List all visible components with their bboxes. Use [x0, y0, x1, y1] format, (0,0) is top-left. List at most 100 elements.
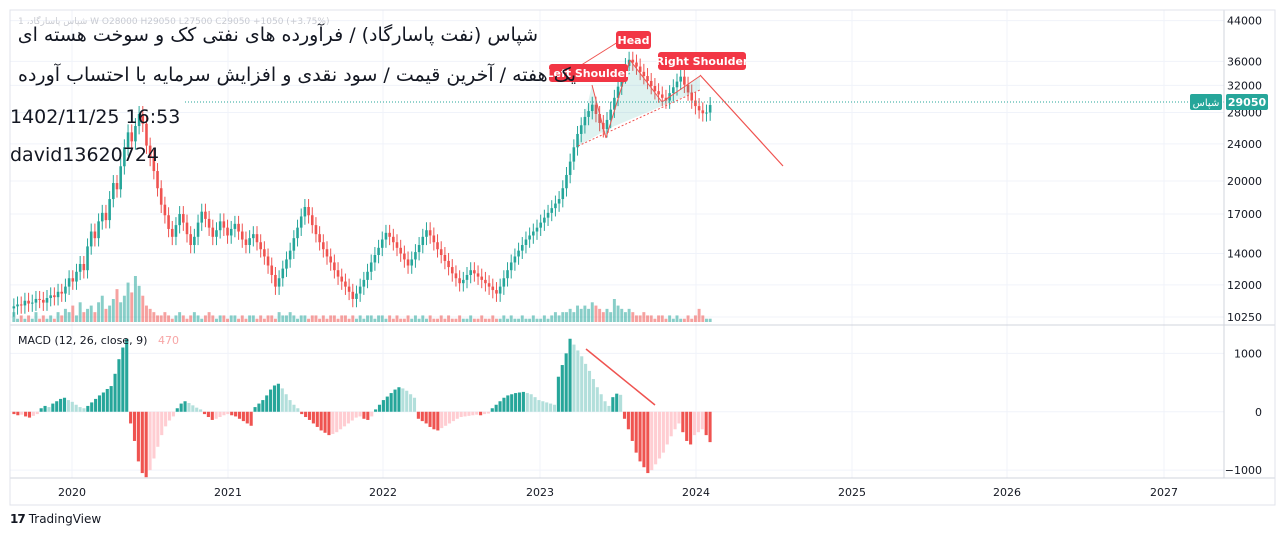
candle-body	[222, 221, 226, 228]
volume-bar	[557, 315, 561, 322]
tradingview-brand[interactable]: 17 TradingView	[10, 512, 101, 526]
candle-body	[34, 298, 38, 303]
price-tick-label: 44000	[1227, 15, 1262, 28]
macd-histogram-bar	[696, 411, 700, 433]
candle-body	[653, 85, 657, 92]
macd-histogram-bar	[132, 411, 137, 441]
volume-bar	[601, 312, 605, 322]
volume-bar	[635, 315, 638, 322]
macd-histogram-bar	[657, 411, 662, 459]
candle-body	[233, 223, 237, 229]
head-label-box	[616, 31, 651, 49]
macd-histogram-bar	[265, 395, 269, 412]
volume-bar	[708, 318, 712, 322]
pattern-overlay: Head Left Shoulder Right Shoulder	[185, 31, 1224, 406]
time-tick-label: 2024	[682, 486, 710, 499]
macd-histogram-bar	[661, 411, 665, 453]
candle-body	[204, 211, 207, 219]
volume-bar	[701, 315, 705, 322]
macd-histogram-bar	[595, 387, 599, 412]
volume-bar	[281, 315, 285, 322]
macd-histogram-bar	[560, 365, 564, 412]
volume-bar	[192, 312, 196, 322]
volume-bar	[255, 318, 259, 322]
candle-body	[314, 225, 318, 235]
candle-body	[384, 232, 388, 240]
candle-body	[340, 276, 344, 282]
candle-body	[646, 76, 649, 81]
volume-bar	[266, 315, 270, 322]
volume-bar	[539, 318, 543, 322]
volume-bar	[620, 308, 624, 322]
macd-histogram-bar	[689, 411, 693, 445]
macd-histogram-bar	[537, 400, 541, 412]
macd-histogram-bar	[416, 411, 420, 419]
volume-bar	[71, 305, 75, 322]
macd-histogram-bar	[615, 393, 619, 412]
volume-bar	[509, 315, 513, 322]
candle-body	[23, 300, 27, 306]
macd-histogram-bar	[374, 409, 378, 412]
macd-histogram-bar	[385, 396, 389, 412]
macd-histogram-bar	[113, 373, 117, 412]
volume-bar	[561, 312, 565, 322]
volume-bar	[115, 289, 119, 322]
candle-body	[67, 278, 71, 287]
volume-bar	[366, 315, 369, 322]
candle-body	[572, 147, 576, 162]
candle-body	[347, 286, 351, 292]
candle-body	[303, 206, 307, 217]
volume-bar	[531, 315, 535, 322]
candle-body	[679, 76, 682, 82]
volume-bar	[122, 295, 126, 322]
macd-tick-label: 1000	[1234, 347, 1262, 360]
candle-body	[112, 183, 115, 200]
candle-body	[469, 270, 472, 275]
macd-histogram-bar	[533, 397, 537, 412]
candle-body	[613, 97, 616, 110]
candle-body	[520, 245, 524, 251]
volume-bar	[145, 305, 148, 322]
volume-bar	[75, 315, 78, 322]
volume-bar	[395, 315, 399, 322]
macd-histogram-bar	[584, 363, 588, 412]
candle-body	[377, 247, 380, 256]
volume-bar	[262, 318, 266, 322]
macd-histogram-bar	[669, 411, 673, 437]
volume-bar	[399, 318, 403, 322]
volume-bar	[215, 318, 218, 322]
candle-body	[425, 230, 428, 237]
macd-histogram-bar	[494, 404, 498, 412]
volume-bar	[528, 318, 532, 322]
macd-histogram-bar	[665, 411, 669, 445]
candle-body	[42, 299, 45, 303]
macd-histogram-bar	[393, 389, 397, 412]
volume-bar	[178, 312, 182, 322]
macd-histogram-bar	[175, 408, 179, 412]
volume-bar	[63, 308, 67, 322]
macd-histogram-bar	[405, 390, 409, 412]
candle-body	[130, 132, 134, 142]
macd-histogram-bar	[206, 411, 210, 418]
tradingview-logo-icon: 17	[10, 512, 26, 526]
volume-bar	[369, 315, 373, 322]
candle-body	[649, 80, 653, 86]
head-shoulders-fill	[578, 60, 700, 146]
candle-body	[403, 253, 406, 260]
volume-bar	[270, 315, 274, 322]
macd-histogram-bar	[214, 411, 218, 419]
candle-body	[178, 214, 181, 226]
volume-bar	[664, 318, 668, 322]
macd-histogram-bar	[564, 353, 568, 412]
macd-histogram-bar	[319, 411, 323, 431]
volume-bar	[332, 315, 336, 322]
volume-bar	[413, 315, 417, 322]
volume-bar	[638, 315, 642, 322]
price-tick-label: 20000	[1227, 175, 1262, 188]
macd-histogram-bar	[638, 411, 642, 462]
volume-bar	[682, 318, 686, 322]
volume-bar	[421, 315, 425, 322]
macd-histogram-bar	[144, 411, 148, 478]
volume-bar	[89, 305, 93, 322]
